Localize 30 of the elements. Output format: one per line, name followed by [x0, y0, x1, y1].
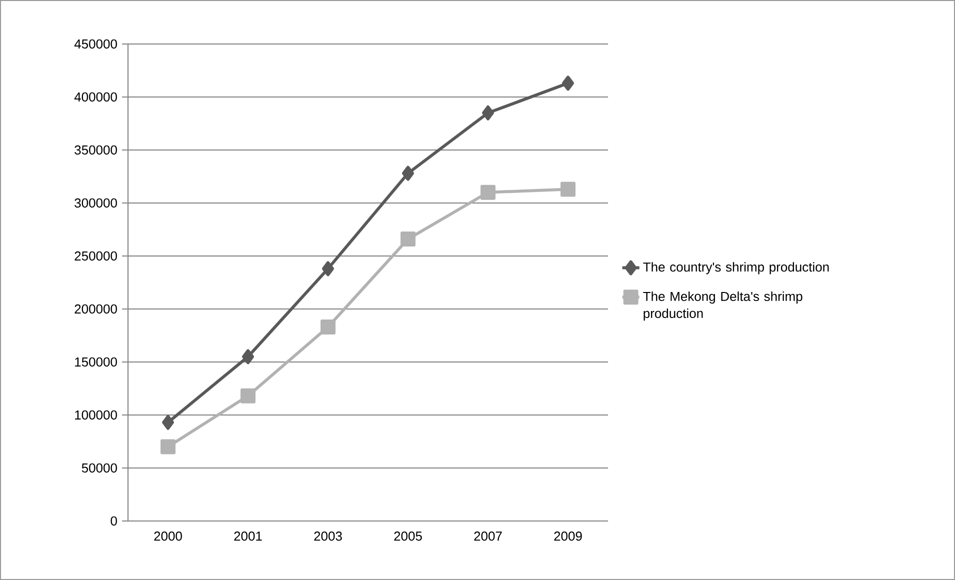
point [160, 439, 176, 454]
point [562, 76, 574, 91]
y-tick-label: 350000 [74, 145, 117, 155]
point [400, 232, 416, 247]
x-tick-label: 2001 [234, 532, 262, 541]
point [162, 414, 174, 430]
point [242, 349, 254, 364]
y-tick-label: 300000 [74, 198, 117, 208]
y-tick-label: 250000 [74, 251, 117, 261]
y-tick-label: 0 [110, 516, 117, 526]
y-tick-label: 450000 [74, 39, 117, 49]
x-tick-label: 2005 [394, 532, 422, 541]
x-tick-label: 2007 [474, 532, 502, 541]
x-tick-label: 2003 [314, 532, 342, 541]
point [482, 105, 494, 120]
y-tick-label: 200000 [74, 304, 117, 314]
x-tick-label: 2009 [554, 532, 582, 541]
point [480, 184, 496, 200]
point [320, 320, 336, 335]
y-tick-label: 50000 [82, 463, 117, 473]
legend-label: The Mekong Delta's shrimp production [643, 291, 802, 321]
point [560, 182, 576, 197]
y-tick-label: 400000 [74, 92, 117, 102]
legend-label: The country's shrimp production [643, 262, 829, 274]
point [240, 388, 256, 404]
x-tick-label: 2000 [154, 532, 182, 541]
y-tick-label: 150000 [75, 357, 117, 367]
y-tick-label: 100000 [75, 410, 117, 420]
point [322, 261, 334, 276]
point [402, 166, 414, 181]
